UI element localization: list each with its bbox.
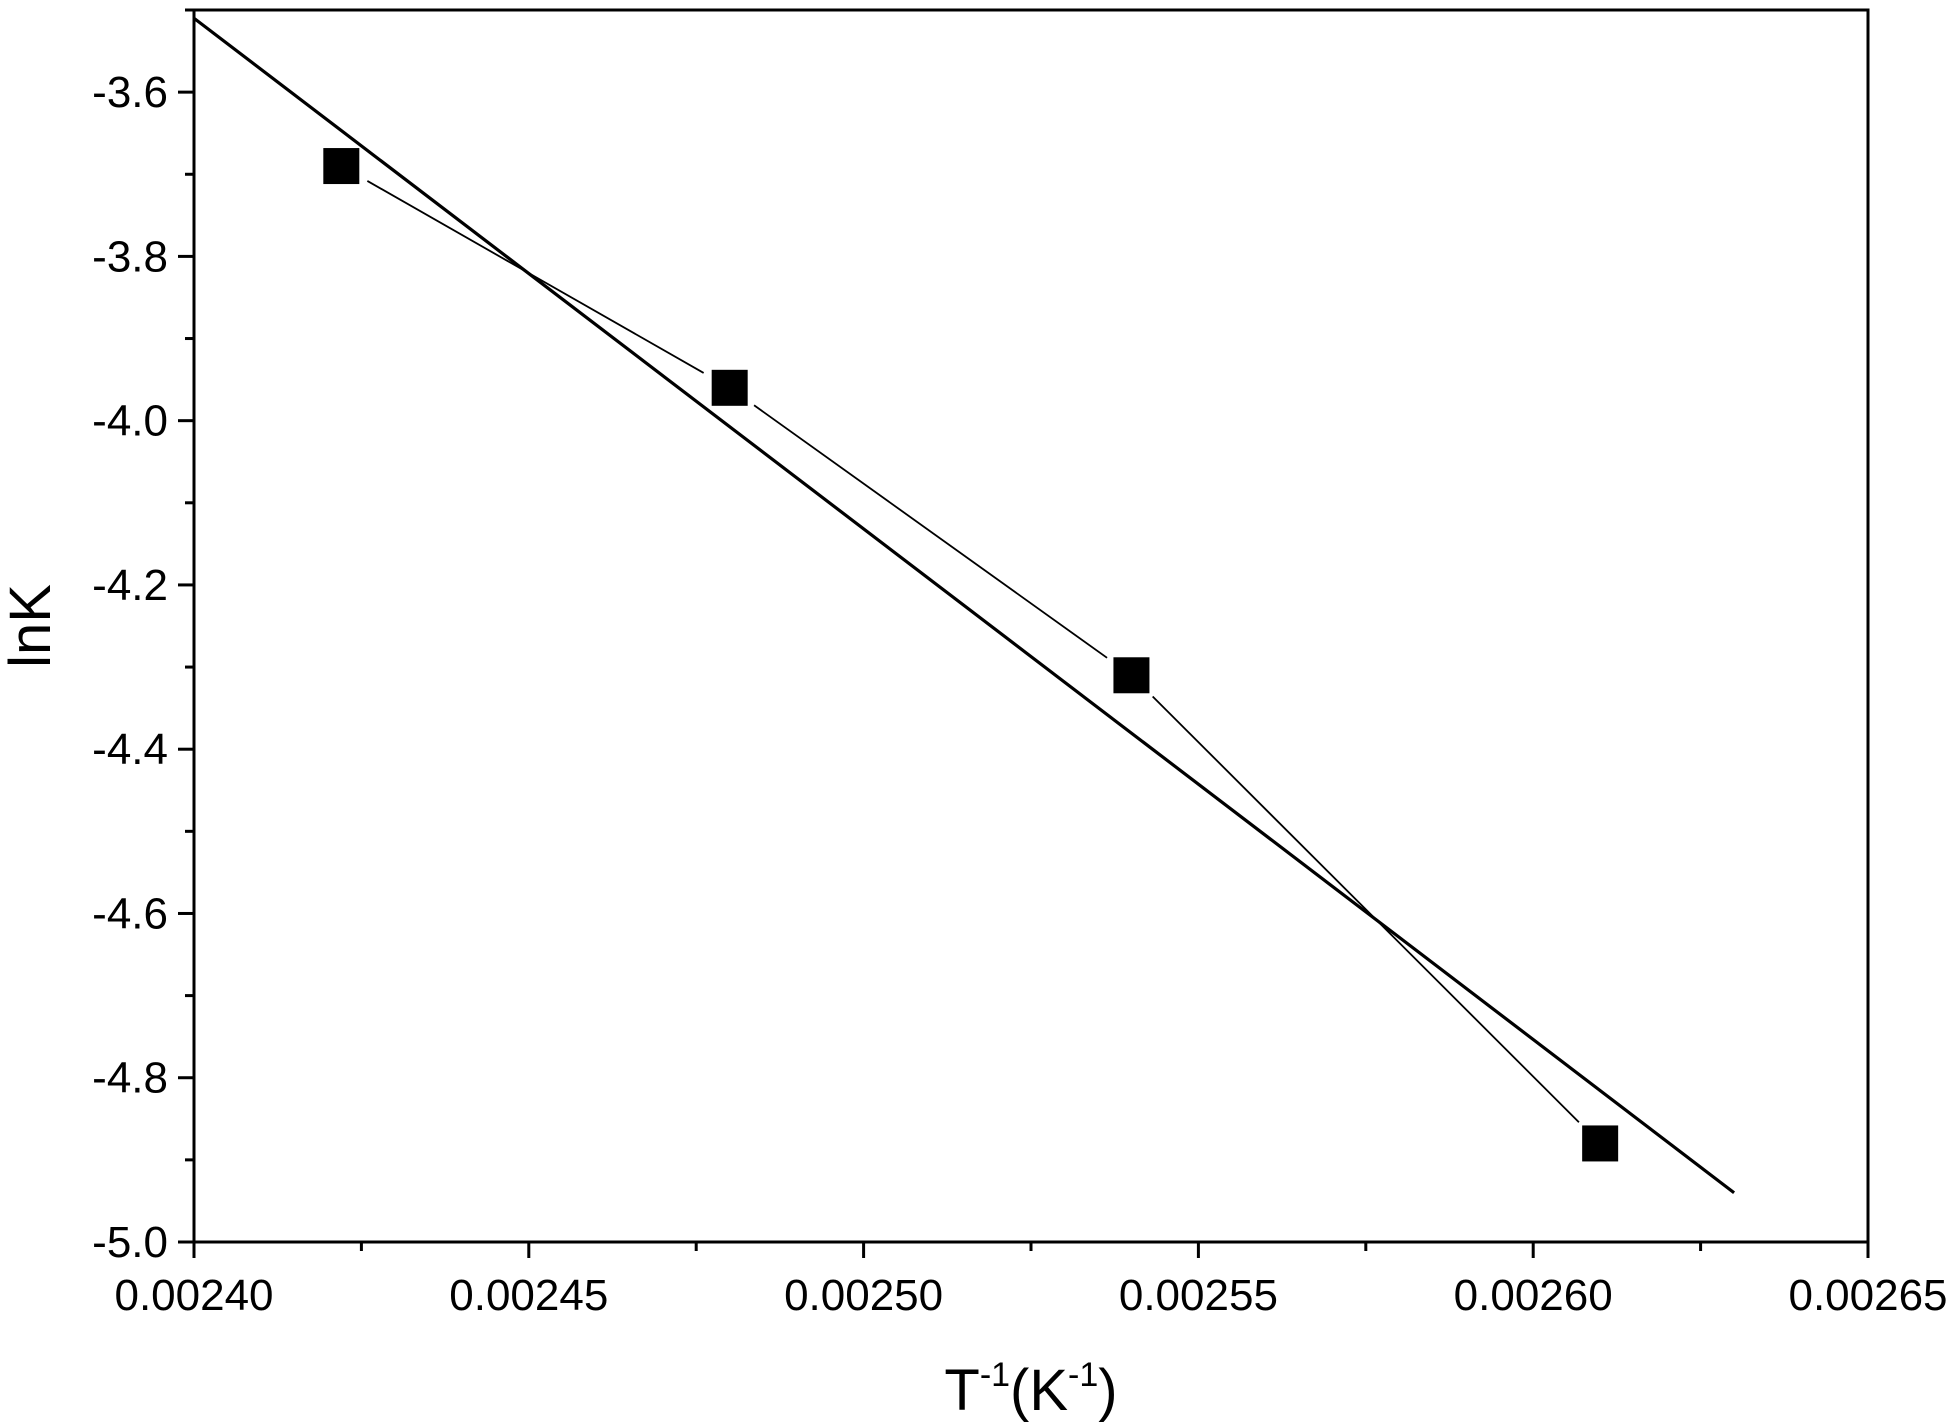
x-axis-title: T-1(K-1) [944, 1356, 1117, 1423]
data-markers [323, 148, 1619, 1162]
y-axis-title: lnK [0, 584, 63, 668]
y-tick-label: -5.0 [92, 1218, 168, 1267]
y-tick-label: -4.4 [92, 725, 168, 774]
y-tick-label: -4.6 [92, 889, 168, 938]
linear-fit-line [193, 16, 1736, 1194]
x-axis-title-base: T [944, 1358, 979, 1423]
data-point-square [1582, 1125, 1619, 1162]
x-tick-label: 0.00250 [784, 1271, 943, 1320]
series-connector-line [1152, 695, 1580, 1123]
y-tick-label: -4.8 [92, 1054, 168, 1103]
plot-lines [193, 16, 1736, 1194]
series-connector-line [753, 404, 1108, 659]
tick-marks [178, 8, 1870, 1258]
x-tick-label: 0.00245 [449, 1271, 608, 1320]
y-tick-label: -3.6 [92, 68, 168, 117]
data-point-square [323, 148, 360, 185]
tick-labels: 0.00240 0.00245 0.00250 0.00255 0.00260 0.002… [92, 68, 1947, 1320]
y-tick-label: -3.8 [92, 232, 168, 281]
x-axis-title-sup1: -1 [980, 1356, 1010, 1394]
x-tick-label: 0.00260 [1454, 1271, 1613, 1320]
x-tick-label: 0.00265 [1788, 1271, 1947, 1320]
x-axis-title-mid: (K [1010, 1358, 1068, 1423]
x-tick-label: 0.00255 [1119, 1271, 1278, 1320]
x-axis-title-end: ) [1098, 1358, 1117, 1423]
series-connector-line [366, 180, 705, 374]
data-point-square [711, 369, 748, 406]
y-tick-label: -4.2 [92, 561, 168, 610]
x-tick-label: 0.00240 [114, 1271, 273, 1320]
x-axis-title-sup2: -1 [1068, 1356, 1098, 1394]
data-point-square [1113, 657, 1150, 694]
plot-frame [192, 8, 1870, 1244]
y-tick-label: -4.0 [92, 397, 168, 446]
